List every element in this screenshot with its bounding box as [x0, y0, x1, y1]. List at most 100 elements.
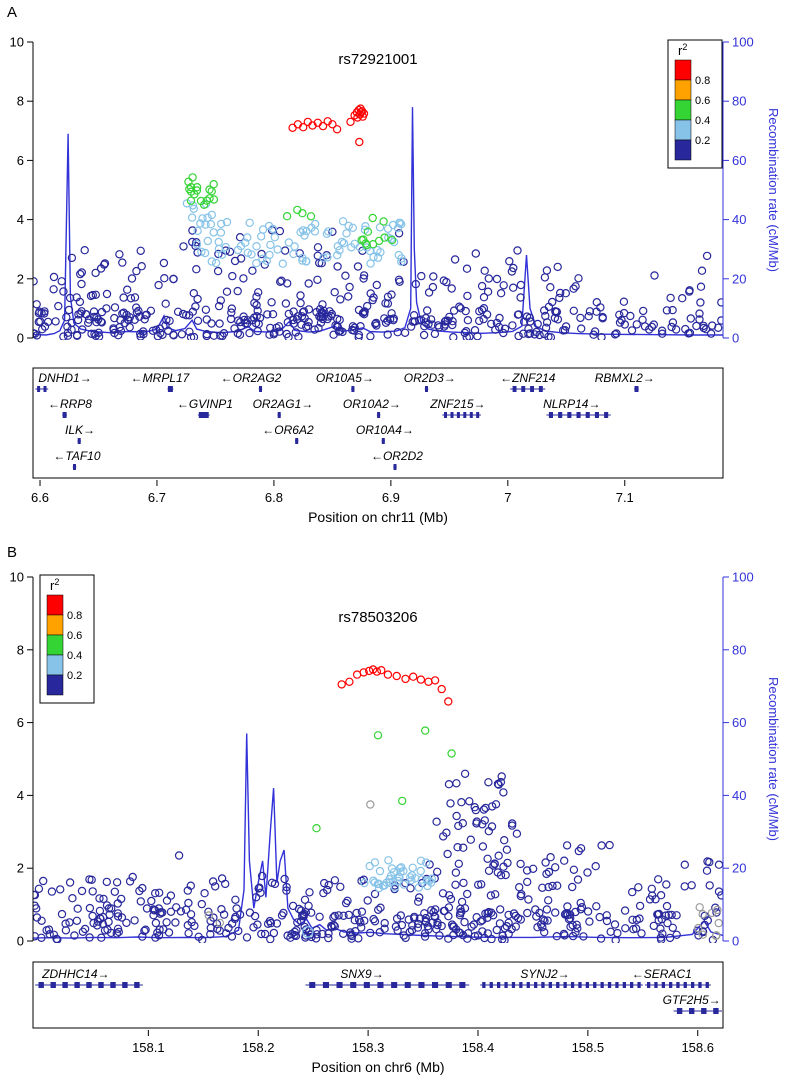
gene-label: ←SERAC1 — [632, 967, 692, 981]
legend-swatch-orange — [674, 79, 692, 101]
right-axis-label: Recombination rate (cM/Mb) — [766, 677, 781, 841]
legend-label: 0.6 — [695, 95, 710, 107]
scatter-gray — [204, 800, 375, 928]
y-tick-label: 2 — [17, 271, 24, 286]
plot-area — [33, 665, 723, 943]
gene-label: ←OR2D2 — [371, 449, 423, 463]
legend: r2 0.8 0.6 0.4 0.2 — [667, 39, 723, 169]
x-tick-label: 7 — [504, 490, 511, 505]
legend-title: r2 — [50, 577, 59, 593]
x-tick-label: 6.7 — [148, 490, 166, 505]
y-tick-label: 4 — [17, 212, 24, 227]
legend-swatch-red — [674, 59, 692, 81]
y2-tick-label: 20 — [732, 861, 746, 876]
y-tick-label: 0 — [17, 331, 24, 346]
legend-swatch-red — [46, 594, 64, 616]
legend-swatch-green — [46, 634, 64, 656]
scatter-red — [350, 104, 369, 147]
y2-tick-label: 80 — [732, 642, 746, 657]
legend-label: 0.4 — [67, 650, 82, 662]
scatter-navy — [425, 817, 525, 880]
gene-label: ←GVINP1 — [177, 397, 233, 411]
panel-b-label: B — [7, 544, 18, 561]
gene-label: OR2D3→ — [404, 371, 456, 385]
y2-tick-label: 80 — [732, 94, 746, 109]
legend: r2 0.8 0.6 0.4 0.2 — [39, 574, 95, 704]
scatter-navy — [33, 305, 723, 340]
y2-tick-label: 40 — [732, 212, 746, 227]
scatter-lightblue — [360, 856, 436, 893]
legend-swatch-lightblue — [674, 119, 692, 141]
gene-label: OR10A5→ — [316, 371, 374, 385]
scatter-lightblue — [182, 199, 216, 223]
panel-a-label: A — [7, 4, 18, 21]
gene-label: ←OR2AG2 — [221, 371, 282, 385]
legend-swatch-green — [674, 99, 692, 121]
legend-label: 0.6 — [67, 630, 82, 642]
y-tick-label: 6 — [17, 153, 24, 168]
y2-tick-label: 40 — [732, 788, 746, 803]
scatter-red — [337, 665, 453, 706]
gene-label: ZDHHC14→ — [41, 967, 109, 981]
gene-label: OR10A4→ — [356, 423, 414, 437]
scatter-navy — [522, 840, 614, 879]
legend-swatch-lightblue — [46, 654, 64, 676]
scatter-navy — [33, 271, 723, 316]
y-tick-label: 0 — [17, 934, 24, 949]
y2-tick-label: 0 — [732, 331, 739, 346]
scatter-lightblue — [301, 926, 314, 938]
scatter-navy — [67, 241, 522, 279]
panel-title: rs78503206 — [338, 609, 417, 626]
scatter-green — [184, 173, 219, 209]
right-axis-label: Recombination rate (cM/Mb) — [766, 108, 781, 272]
x-tick-label: 158.3 — [352, 1040, 385, 1055]
scatter-navy — [450, 249, 712, 283]
y2-tick-label: 0 — [732, 934, 739, 949]
gene-label: SNX9→ — [340, 967, 383, 981]
scatter-green — [357, 213, 397, 250]
scatter-gray — [694, 903, 723, 941]
legend-label: 0.2 — [695, 135, 710, 147]
x-tick-label: 6.6 — [31, 490, 49, 505]
y-tick-label: 4 — [17, 788, 24, 803]
x-tick-label: 158.5 — [572, 1040, 605, 1055]
y-tick-label: 8 — [17, 94, 24, 109]
gene-track: ZDHHC14→ SNX9→ SYNJ2→ ←SERAC1 GTF2H5→ — [32, 961, 724, 1029]
x-tick-label: 158.6 — [681, 1040, 714, 1055]
legend-label: 0.8 — [695, 75, 710, 87]
y-tick-label: 6 — [17, 715, 24, 730]
legend-swatch-navy — [674, 139, 692, 161]
scatter-navy — [662, 857, 723, 891]
legend-title: r2 — [678, 42, 687, 58]
legend-label: 0.8 — [67, 610, 82, 622]
panel-title: rs72921001 — [338, 51, 417, 68]
gene-label: OR10A2→ — [343, 397, 401, 411]
gene-label: RBMXL2→ — [595, 371, 655, 385]
scatter-navy — [174, 851, 184, 860]
gene-label: ←MRPL17 — [131, 371, 191, 385]
gene-label: OR2AG1→ — [253, 397, 314, 411]
scatter-navy — [33, 904, 721, 943]
y2-tick-label: 60 — [732, 153, 746, 168]
scatter-lightblue — [192, 217, 406, 268]
y-tick-label: 8 — [17, 642, 24, 657]
x-tick-label: 158.1 — [132, 1040, 165, 1055]
y2-tick-label: 20 — [732, 271, 746, 286]
scatter-navy — [33, 871, 723, 914]
x-axis-label: Position on chr11 (Mb) — [308, 509, 448, 525]
x-tick-label: 158.2 — [242, 1040, 275, 1055]
gene-label: NLRP14→ — [543, 397, 600, 411]
gene-label: ←RRP8 — [48, 397, 92, 411]
gene-label: DNHD1→ — [38, 371, 91, 385]
gene-label: SYNJ2→ — [520, 967, 569, 981]
plot-area — [33, 104, 723, 340]
recombination-line — [33, 733, 723, 939]
scatter-green — [312, 726, 456, 833]
gene-label: ←ZNF214 — [500, 371, 556, 385]
y2-tick-label: 100 — [732, 570, 754, 585]
y-tick-label: 10 — [10, 570, 24, 585]
gene-label: ILK→ — [65, 423, 95, 437]
scatter-navy — [444, 769, 508, 828]
